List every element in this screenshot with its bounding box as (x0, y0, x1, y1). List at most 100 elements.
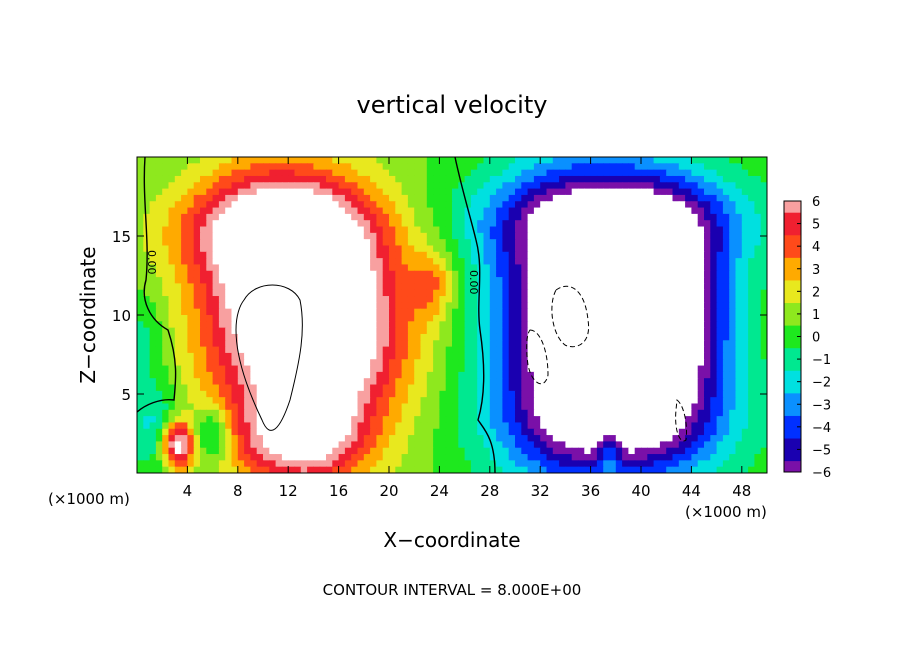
heatmap-cell (269, 359, 277, 367)
heatmap-cell (168, 371, 176, 379)
heatmap-cell (168, 169, 176, 177)
heatmap-cell (363, 232, 371, 240)
heatmap-cell (559, 447, 566, 455)
heatmap-cell (760, 239, 767, 247)
heatmap-cell (622, 264, 629, 272)
heatmap-cell (149, 264, 157, 272)
heatmap-cell (382, 175, 390, 183)
heatmap-cell (641, 277, 648, 284)
heatmap-cell (263, 365, 270, 373)
heatmap-cell (357, 270, 365, 278)
heatmap-cell (439, 460, 447, 468)
heatmap-cell (470, 327, 478, 335)
heatmap-cell (464, 163, 472, 171)
heatmap-cell (155, 435, 163, 442)
heatmap-cell (452, 289, 459, 297)
heatmap-cell (584, 258, 592, 266)
heatmap-cell (237, 175, 245, 183)
heatmap-cell (338, 428, 346, 436)
heatmap-cell (741, 251, 749, 259)
heatmap-cell (760, 207, 767, 215)
heatmap-cell (382, 226, 390, 234)
heatmap-cell (225, 163, 233, 171)
heatmap-cell (515, 441, 522, 449)
heatmap-cell (571, 454, 579, 461)
heatmap-cell (212, 409, 220, 417)
heatmap-cell (395, 441, 403, 449)
heatmap-cell (200, 264, 207, 272)
heatmap-cell (704, 264, 711, 272)
heatmap-cell (710, 251, 718, 259)
heatmap-cell (168, 416, 176, 424)
heatmap-cell (187, 163, 195, 171)
heatmap-cell (187, 365, 195, 373)
heatmap-cell (206, 409, 214, 417)
heatmap-cell (496, 340, 503, 348)
heatmap-cell (420, 378, 428, 386)
heatmap-cell (603, 157, 611, 164)
heatmap-cell (193, 441, 201, 449)
heatmap-cell (382, 289, 390, 297)
heatmap-cell (200, 447, 207, 455)
heatmap-cell (647, 207, 655, 215)
heatmap-cell (389, 422, 396, 430)
heatmap-cell (281, 264, 289, 272)
heatmap-cell (407, 213, 415, 221)
heatmap-cell (313, 258, 321, 266)
heatmap-cell (691, 226, 699, 234)
heatmap-cell (521, 283, 529, 291)
heatmap-cell (578, 296, 585, 303)
heatmap-cell (609, 245, 617, 253)
heatmap-cell (193, 422, 201, 430)
heatmap-cell (206, 232, 214, 240)
heatmap-cell (288, 169, 296, 177)
heatmap-cell (218, 315, 226, 322)
heatmap-cell (603, 207, 611, 215)
heatmap-cell (414, 384, 422, 392)
heatmap-cell (414, 315, 422, 322)
heatmap-cell (426, 258, 434, 266)
heatmap-cell (206, 213, 214, 221)
heatmap-cell (237, 327, 245, 335)
heatmap-cell (452, 182, 459, 190)
heatmap-cell (722, 333, 730, 341)
heatmap-cell (584, 409, 592, 417)
heatmap-cell (678, 422, 686, 430)
heatmap-cell (685, 239, 692, 247)
heatmap-cell (193, 245, 201, 253)
heatmap-cell (256, 270, 264, 278)
heatmap-cell (137, 333, 144, 341)
heatmap-cell (508, 340, 516, 348)
heatmap-cell (401, 390, 409, 398)
heatmap-cell (433, 251, 440, 259)
heatmap-cell (634, 466, 642, 473)
heatmap-cell (218, 251, 226, 259)
heatmap-cell (691, 340, 699, 348)
heatmap-cell (426, 251, 434, 259)
heatmap-cell (250, 378, 258, 386)
heatmap-cell (559, 251, 566, 259)
heatmap-cell (395, 428, 403, 436)
heatmap-cell (754, 321, 762, 329)
heatmap-cell (483, 397, 491, 405)
heatmap-cell (546, 302, 554, 310)
heatmap-cell (338, 365, 346, 373)
heatmap-cell (433, 169, 440, 177)
heatmap-cell (237, 188, 245, 196)
heatmap-cell (307, 201, 314, 209)
heatmap-cell (300, 384, 308, 392)
heatmap-cell (275, 346, 283, 354)
heatmap-cell (162, 346, 170, 354)
heatmap-cell (162, 466, 170, 473)
heatmap-cell (275, 201, 283, 209)
heatmap-cell (502, 352, 510, 360)
heatmap-cell (540, 428, 548, 436)
heatmap-cell (338, 397, 346, 405)
heatmap-cell (389, 308, 396, 316)
heatmap-cell (313, 359, 321, 367)
heatmap-cell (256, 340, 264, 348)
heatmap-cell (470, 308, 478, 316)
heatmap-cell (389, 296, 396, 303)
heatmap-cell (691, 333, 699, 341)
heatmap-cell (344, 447, 352, 455)
